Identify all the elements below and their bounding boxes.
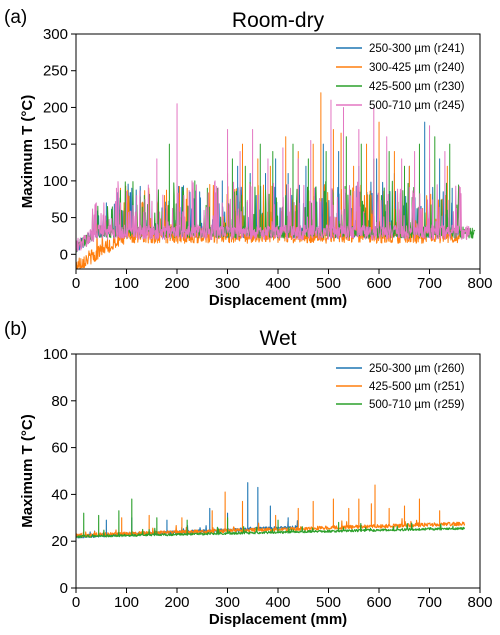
y-tick-label: 250 — [43, 63, 68, 80]
x-tick-label: 700 — [417, 594, 442, 611]
y-axis-label: Maximum T (°C) — [19, 95, 36, 209]
x-tick-label: 700 — [417, 275, 442, 292]
y-tick-label: 300 — [43, 26, 68, 43]
y-tick-label: 0 — [60, 246, 68, 263]
x-tick-label: 100 — [114, 275, 139, 292]
chart-title: Room-dry — [232, 9, 325, 32]
x-tick-label: 800 — [467, 594, 492, 611]
plot-area — [76, 92, 476, 269]
series-line-3 — [76, 99, 471, 252]
legend-label: 250-300 µm (r241) — [369, 43, 465, 55]
y-tick-label: 150 — [43, 136, 68, 153]
x-tick-label: 600 — [366, 275, 391, 292]
y-tick-label: 60 — [51, 440, 68, 457]
x-tick-label: 0 — [72, 275, 80, 292]
chart-panel-0: (a) Room-dry 0 100 200 300 400 500 600 700 800 0 50 1… — [4, 7, 493, 309]
y-tick-label: 50 — [51, 210, 68, 227]
y-tick-label: 100 — [43, 346, 68, 363]
legend: 250-300 µm (r260) 425-500 µm (r251) 500-71… — [336, 363, 465, 411]
y-tick-label: 80 — [51, 393, 68, 410]
series-line-2 — [76, 498, 466, 539]
x-axis-label: Displacement (mm) — [209, 611, 347, 628]
y-tick-label: 0 — [60, 580, 68, 597]
legend-label: 250-300 µm (r260) — [369, 363, 465, 375]
x-tick-label: 200 — [164, 275, 189, 292]
y-tick-label: 20 — [51, 533, 68, 550]
x-tick-label: 100 — [114, 594, 139, 611]
y-tick-label: 100 — [43, 173, 68, 190]
x-tick-label: 0 — [72, 594, 80, 611]
legend-label: 300-425 µm (r240) — [369, 62, 465, 74]
x-tick-label: 400 — [265, 594, 290, 611]
y-tick-label: 200 — [43, 99, 68, 116]
x-tick-label: 500 — [316, 275, 341, 292]
x-tick-label: 200 — [164, 594, 189, 611]
plot-area — [76, 482, 466, 539]
legend: 250-300 µm (r241) 300-425 µm (r240) 425-50… — [336, 43, 465, 112]
y-axis-label: Maximum T (°C) — [19, 414, 36, 528]
y-tick-label: 40 — [51, 486, 68, 503]
x-tick-label: 800 — [467, 275, 492, 292]
panel-label: (a) — [4, 7, 27, 28]
x-tick-label: 400 — [265, 275, 290, 292]
chart-panel-1: (b) Wet 0 100 200 300 400 500 600 700 800 0 20 40 60 80… — [4, 319, 493, 628]
legend-label: 425-500 µm (r251) — [369, 381, 465, 393]
chart-title: Wet — [260, 327, 297, 350]
x-tick-label: 500 — [316, 594, 341, 611]
legend-label: 500-710 µm (r245) — [369, 100, 465, 112]
x-tick-label: 300 — [215, 594, 240, 611]
x-tick-label: 300 — [215, 275, 240, 292]
legend-label: 425-500 µm (r230) — [369, 81, 465, 93]
legend-label: 500-710 µm (r259) — [369, 399, 465, 411]
x-axis-label: Displacement (mm) — [209, 292, 347, 309]
x-tick-label: 600 — [366, 594, 391, 611]
panel-label: (b) — [4, 319, 27, 340]
